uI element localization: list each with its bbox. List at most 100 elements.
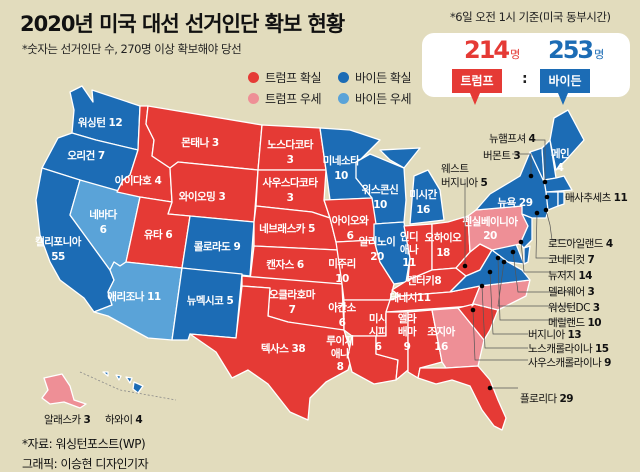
label-oklahoma: 오클라호마 [269,288,316,301]
callout-massachusetts: 매사추세츠 11 [565,192,627,204]
legend-label: 바이든 확실 [355,71,412,85]
label-kentucky: 켄터키8 [407,274,441,287]
state-pennsylvania [467,205,529,253]
label-missouri: 미주리 [328,257,355,270]
label-louisiana: 루이지 [326,334,353,347]
state-hawaii [102,371,144,394]
label-pennsylvania-votes: 20 [483,230,497,242]
legend-label: 트럼프 확실 [265,71,322,85]
label-ohio-votes: 18 [436,247,450,259]
trump-label: 트럼프 [452,69,502,105]
callout-vermont: 버몬트 3 [483,150,520,162]
label-arkansas-votes: 6 [339,317,346,329]
page-title: 2020년 미국 대선 선거인단 확보 현황 [20,12,345,36]
alaska-label: 알래스카 3 [44,414,91,426]
legend-trump-lead: 트럼프 우세 [248,90,322,107]
label-oregon: 오리건 7 [67,149,105,162]
border-line [79,371,177,401]
callout-west-virginia: 웨스트 [441,163,469,175]
callout-washington-dc: 워싱턴DC 3 [548,301,600,314]
label-indiana-2: 애나 [400,243,419,256]
score-separator: : [522,71,528,87]
callout-virginia: 버지니아 13 [528,329,581,341]
state-michigan [379,147,445,225]
label-illinois-votes: 20 [370,251,384,263]
biden-count: 253 [548,36,594,64]
state-maine [549,109,585,171]
label-north-dakota: 노스다코타 [267,138,314,151]
callout-delaware: 델라웨어 3 [548,286,594,298]
lightblue-dot-icon [338,93,349,104]
label-alabama: 앨라 [398,312,417,325]
score-panel: 214 명 253 명 트럼프 : 바이든 [422,33,630,105]
label-texas: 텍사스 38 [261,342,305,355]
callout-rhode-island: 로드아일랜드 4 [548,237,613,250]
label-california: 캘리포니아 [35,235,82,248]
legend-label: 트럼프 우세 [265,92,322,106]
label-alabama-2: 배마 [398,325,417,338]
state-south-carolina [457,303,499,341]
label-mississippi-2: 시피 [369,325,387,338]
state-delaware [523,245,531,265]
label-michigan-votes: 16 [416,204,430,216]
blue-dot-icon [338,72,349,83]
label-nevada: 네바다 [89,208,117,221]
callout-maryland: 메릴랜드 10 [548,316,601,329]
label-north-dakota-votes: 3 [287,154,294,166]
label-nevada-votes: 6 [100,224,107,236]
trump-unit: 명 [510,48,521,61]
label-maine-votes: 4 [557,162,564,174]
callout-lines [464,139,575,389]
label-oklahoma-votes: 7 [289,304,296,316]
source-note: *자료: 워싱턴포스트(WP) [22,437,146,451]
legend-biden-sure: 바이든 확실 [338,69,412,86]
label-south-dakota: 사우스다코타 [263,176,319,189]
label-minnesota: 미네소타 [323,154,360,167]
label-illinois: 일리노이 [359,235,396,248]
label-tennessee: 테네시11 [389,291,430,304]
state-alaska [41,373,87,409]
label-wyoming: 와이오밍 3 [179,190,226,203]
label-wisconsin-votes: 10 [373,199,387,211]
trump-count: 214 [464,36,510,64]
label-mississippi-votes: 6 [375,341,382,353]
label-arkansas: 아칸소 [328,301,356,314]
callout-new-hampshire: 뉴햄프셔 4 [489,133,535,145]
state-labels: 워싱턴 12 오리건 7 캘리포니아 55 네바다 6 아이다호 4 몬태나 3… [35,116,570,373]
label-louisiana-votes: 8 [337,361,344,373]
label-idaho: 아이다호 4 [115,174,162,187]
pink-dot-icon [248,93,259,104]
label-montana: 몬태나 3 [181,136,219,149]
label-arizona: 애리조나 11 [107,290,161,303]
label-iowa: 아이오와 [332,214,369,227]
callout-connecticut: 코네티컷 7 [548,254,594,266]
callout-new-jersey: 뉴저지 14 [548,270,592,282]
label-ohio: 오하이오 [425,231,462,244]
label-utah: 유타 6 [144,228,172,241]
label-kansas: 캔자스 6 [266,258,304,271]
state-connecticut [545,191,559,211]
label-california-votes: 55 [51,251,65,263]
label-indiana-votes: 11 [402,257,416,269]
label-colorado: 콜로라도 9 [194,240,241,253]
legend-trump-sure: 트럼프 확실 [248,69,322,86]
label-pennsylvania: 펜실베이니아 [463,215,519,228]
state-texas [189,285,353,421]
label-mississippi: 미시 [369,312,387,325]
graphic-credit: 그래픽: 이승현 디자인기자 [22,457,149,471]
hawaii-label: 하와이 4 [105,414,143,426]
label-minnesota-votes: 10 [334,170,348,182]
legend-biden-lead: 바이든 우세 [338,90,412,107]
callout-south-carolina: 사우스캐롤라이나 9 [528,357,611,369]
label-indiana: 인디 [400,230,418,243]
label-louisiana-2: 애나 [331,347,350,360]
legend-label: 바이든 우세 [355,92,412,106]
callout-florida: 플로리다 29 [520,393,573,405]
biden-score: 253 명 [548,36,604,64]
red-dot-icon [248,72,259,83]
state-florida [417,365,507,431]
label-south-dakota-votes: 3 [287,192,294,204]
label-georgia: 조지아 [427,325,455,338]
callout-labels: 뉴햄프셔 4 버몬트 3 웨스트 버지니아 5 매사추세츠 11 로드아일랜드 … [441,133,628,405]
